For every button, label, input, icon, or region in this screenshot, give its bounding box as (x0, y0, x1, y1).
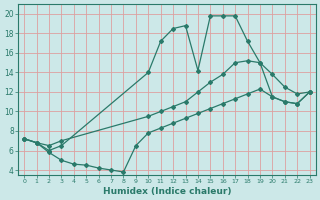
X-axis label: Humidex (Indice chaleur): Humidex (Indice chaleur) (103, 187, 231, 196)
